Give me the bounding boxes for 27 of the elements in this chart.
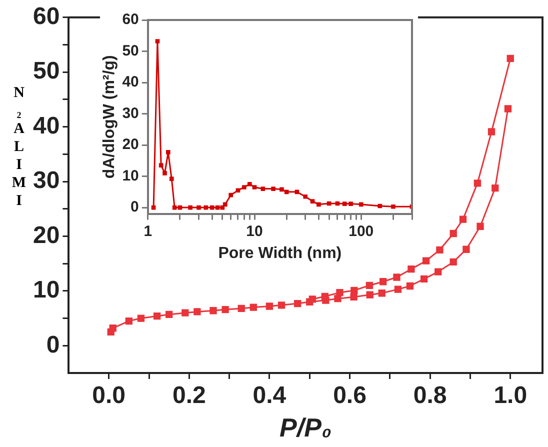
x-tick-label: 0.0 [92, 382, 126, 410]
x-tick-label: 1 [144, 222, 152, 240]
y-tick-label: 20 [32, 222, 60, 249]
x-tick-label: 0.6 [333, 382, 366, 410]
y-tick-label: 30 [32, 167, 60, 194]
y-tick-label: 30 [122, 104, 139, 122]
x-tick-label: 0.2 [172, 382, 206, 410]
y-tick-label: 0 [46, 331, 60, 358]
x-axis-title: P/P₀ [280, 412, 332, 443]
y-tick-label: 50 [122, 42, 139, 60]
x-axis-title: Pore Width (nm) [218, 244, 342, 262]
x-tick-label: 10 [246, 222, 263, 240]
y-tick-label: 20 [122, 136, 139, 154]
y-tick-label: 60 [32, 3, 60, 30]
x-tick-label: 0.4 [252, 382, 287, 410]
x-tick-label: 1.0 [494, 382, 528, 410]
y-tick-label: 50 [32, 58, 60, 85]
y-tick-label: 10 [32, 276, 60, 304]
y-tick-label: 40 [32, 112, 60, 140]
y-axis-title: dA/dlogW (m²/g) [101, 55, 118, 179]
y-tick-label: 60 [122, 11, 139, 28]
y-tick-label: 40 [122, 74, 139, 91]
y-tick-label: 0 [130, 198, 139, 216]
y-tick-label: 10 [122, 167, 139, 184]
x-tick-label: 100 [348, 222, 374, 240]
x-tick-label: 0.8 [413, 382, 447, 410]
y-axis-title: N₂ALIMI [10, 85, 27, 211]
